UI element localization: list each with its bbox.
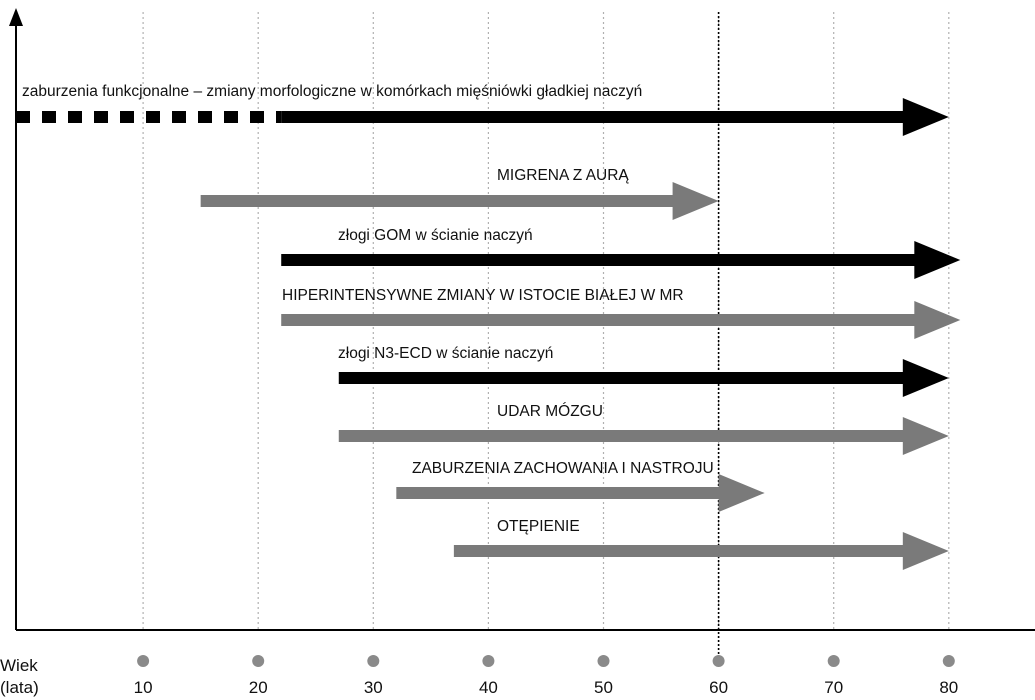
timeline-bars: zaburzenia funkcjonalne – zmiany morfolo… (16, 83, 961, 570)
bar-label: ZABURZENIA ZACHOWANIA I NASTROJU (412, 460, 714, 477)
tick-dot-10 (137, 655, 150, 667)
bar-6: UDAR MÓZGU (338, 403, 949, 455)
tick-dot-70 (827, 655, 840, 667)
bar-3: złogi GOM w ścianie naczyń (281, 227, 961, 279)
bar-arrowhead (902, 532, 949, 570)
bar-4: HIPERINTENSYWNE ZMIANY W ISTOCIE BIAŁEJ … (281, 287, 961, 339)
bar-label: złogi N3-ECD w ścianie naczyń (338, 345, 553, 362)
bar-arrowhead (672, 182, 719, 220)
x-axis-ticks: 10 20 30 40 50 60 70 80 (134, 655, 958, 697)
x-axis-label-line2: (lata) (0, 678, 39, 697)
tick-label-50: 50 (594, 678, 613, 697)
tick-dot-50 (597, 655, 610, 667)
tick-label-70: 70 (824, 678, 843, 697)
bar-arrowhead (902, 359, 949, 397)
x-axis-label-line1: Wiek (0, 656, 38, 675)
bar-label: OTĘPIENIE (497, 518, 580, 535)
bar-1: zaburzenia funkcjonalne – zmiany morfolo… (16, 83, 949, 136)
bar-label: MIGRENA Z AURĄ (497, 167, 629, 184)
bar-arrowhead (914, 241, 961, 279)
bar-arrowhead (914, 301, 961, 339)
tick-label-60: 60 (709, 678, 728, 697)
tick-dot-40 (482, 655, 495, 667)
bar-label: UDAR MÓZGU (497, 403, 603, 420)
tick-dot-60 (712, 655, 725, 667)
bar-arrowhead (902, 98, 949, 136)
tick-label-40: 40 (479, 678, 498, 697)
bar-7: ZABURZENIA ZACHOWANIA I NASTROJU (396, 460, 765, 512)
tick-label-10: 10 (134, 678, 153, 697)
tick-label-30: 30 (364, 678, 383, 697)
bar-5: złogi N3-ECD w ścianie naczyń (338, 345, 949, 397)
bar-label: zaburzenia funkcjonalne – zmiany morfolo… (22, 83, 642, 100)
tick-dot-20 (252, 655, 265, 667)
tick-label-20: 20 (249, 678, 268, 697)
tick-label-80: 80 (939, 678, 958, 697)
bar-8: OTĘPIENIE (453, 518, 949, 570)
bar-label: złogi GOM w ścianie naczyń (338, 227, 533, 244)
tick-dot-80 (942, 655, 955, 667)
bar-arrowhead (902, 417, 949, 455)
bar-arrowhead (718, 474, 765, 512)
tick-dot-30 (367, 655, 380, 667)
grid-lines (142, 12, 950, 630)
bar-label: HIPERINTENSYWNE ZMIANY W ISTOCIE BIAŁEJ … (282, 287, 684, 304)
y-axis-arrowhead (9, 8, 23, 26)
axes (9, 8, 1035, 631)
bar-2: MIGRENA Z AURĄ (200, 167, 719, 220)
